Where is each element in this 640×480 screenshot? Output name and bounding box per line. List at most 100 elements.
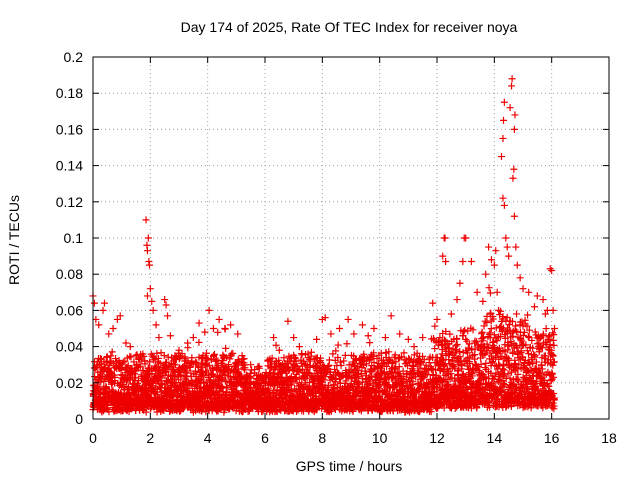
data-point-dense	[312, 363, 320, 371]
data-point-dense	[332, 347, 340, 355]
data-point-dense	[150, 353, 158, 361]
data-point	[510, 125, 518, 133]
data-point-dense	[218, 375, 226, 383]
data-point	[548, 267, 556, 275]
data-point-dense	[109, 359, 117, 367]
data-point-dense	[268, 354, 276, 362]
data-point	[513, 261, 521, 269]
data-point	[500, 116, 508, 124]
data-point-dense	[210, 350, 218, 358]
x-tick-label: 18	[601, 430, 617, 446]
data-point	[313, 335, 321, 343]
data-point	[336, 325, 344, 332]
y-tick-label: 0.14	[56, 158, 83, 174]
data-point	[149, 306, 157, 314]
y-tick-label: 0.12	[56, 194, 83, 210]
data-point-dense	[333, 369, 341, 377]
data-point	[511, 111, 519, 119]
data-point-dense	[136, 362, 144, 370]
y-tick-label: 0.2	[64, 49, 84, 65]
data-point	[510, 165, 518, 173]
data-point-dense	[140, 352, 148, 360]
y-tick-label: 0.1	[64, 230, 84, 246]
data-point	[290, 334, 298, 342]
x-tick-label: 14	[487, 430, 503, 446]
data-point-dense	[143, 388, 151, 396]
data-point-dense	[294, 367, 302, 375]
data-point	[410, 343, 418, 351]
y-tick-label: 0.08	[56, 266, 83, 282]
data-point-dense	[310, 376, 318, 384]
x-axis-label: GPS time / hours	[296, 458, 403, 474]
data-point-dense	[485, 284, 493, 292]
data-point	[90, 299, 98, 307]
data-point-dense	[100, 377, 108, 385]
data-point	[100, 299, 108, 307]
data-point	[499, 134, 507, 142]
data-point	[510, 212, 518, 220]
data-point-dense	[290, 392, 298, 400]
data-point	[546, 265, 554, 273]
data-point-dense	[160, 351, 168, 359]
data-point	[404, 335, 412, 343]
data-point-dense	[163, 376, 171, 384]
data-point	[122, 339, 130, 347]
data-point-dense	[102, 383, 110, 391]
data-point-dense	[272, 364, 280, 372]
data-point	[429, 299, 437, 307]
data-point-dense	[228, 350, 236, 358]
y-tick-label: 0.06	[56, 302, 83, 318]
data-point	[492, 247, 500, 255]
data-point-dense	[304, 384, 312, 392]
data-point	[459, 258, 467, 266]
data-point	[456, 279, 464, 287]
data-point	[189, 334, 197, 342]
data-point-dense	[272, 341, 280, 349]
data-point-dense	[280, 354, 288, 362]
data-point-dense	[183, 367, 191, 375]
data-point	[105, 330, 113, 338]
data-point	[145, 261, 153, 269]
data-point-dense	[334, 353, 342, 361]
data-point	[387, 312, 395, 320]
data-point	[509, 174, 517, 182]
y-tick-label: 0.18	[56, 85, 83, 101]
data-point-dense	[142, 408, 150, 416]
data-point-dense	[210, 352, 218, 360]
data-point	[516, 274, 524, 282]
data-point-dense	[341, 351, 349, 359]
data-point-dense	[334, 341, 342, 349]
data-point	[344, 315, 352, 323]
data-point-dense	[318, 385, 326, 393]
data-point	[467, 258, 475, 266]
x-tick-label: 2	[146, 430, 154, 446]
data-point	[166, 332, 174, 340]
data-point-dense	[293, 408, 301, 416]
y-tick-label: 0.04	[56, 339, 83, 355]
y-axis-label: ROTI / TECUs	[6, 195, 22, 285]
data-point-dense	[320, 376, 328, 384]
data-point-dense	[95, 374, 103, 382]
data-point	[500, 201, 508, 209]
data-point	[453, 296, 461, 304]
data-point-dense	[305, 379, 313, 387]
data-point-dense	[146, 358, 154, 366]
data-point-dense	[119, 358, 127, 366]
data-point	[508, 82, 516, 90]
data-point	[370, 325, 378, 332]
data-point-dense	[103, 353, 111, 361]
data-point-dense	[141, 360, 149, 368]
data-point	[152, 321, 160, 329]
data-point-dense	[223, 384, 231, 392]
data-point-dense	[486, 289, 494, 297]
data-point	[549, 306, 557, 314]
data-point	[247, 361, 255, 369]
data-point	[530, 303, 538, 311]
data-point	[533, 292, 541, 300]
data-point-dense	[214, 328, 222, 336]
data-point	[270, 334, 278, 342]
data-point	[161, 296, 169, 304]
y-tick-label: 0.02	[56, 375, 83, 391]
data-point	[381, 334, 389, 342]
